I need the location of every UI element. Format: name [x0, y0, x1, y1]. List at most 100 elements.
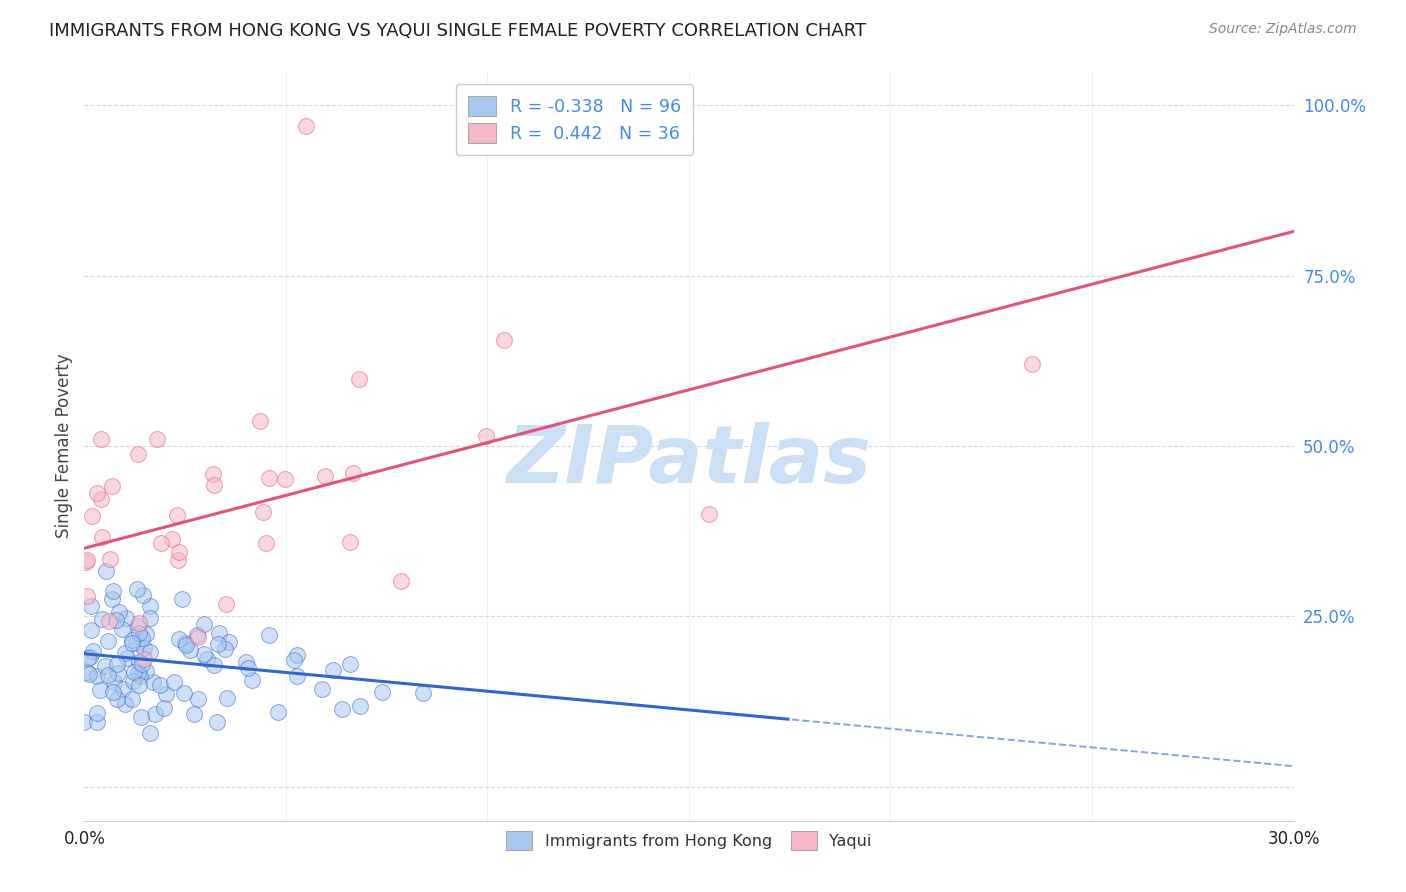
Point — [86, 706, 108, 721]
Point — [128, 678, 150, 692]
Point — [115, 651, 138, 665]
Point — [93, 659, 115, 673]
Point — [252, 505, 274, 519]
Point — [179, 642, 201, 657]
Point — [114, 697, 136, 711]
Point — [150, 536, 173, 550]
Point — [76, 589, 98, 603]
Point — [149, 678, 172, 692]
Point — [235, 655, 257, 669]
Point — [193, 647, 215, 661]
Point — [311, 681, 333, 696]
Point — [162, 674, 184, 689]
Point — [108, 605, 131, 619]
Point — [86, 485, 108, 500]
Point — [105, 613, 128, 627]
Point — [153, 700, 176, 714]
Point — [283, 653, 305, 667]
Point — [80, 599, 103, 613]
Point — [697, 507, 720, 521]
Text: IMMIGRANTS FROM HONG KONG VS YAQUI SINGLE FEMALE POVERTY CORRELATION CHART: IMMIGRANTS FROM HONG KONG VS YAQUI SINGL… — [49, 22, 866, 40]
Point — [132, 588, 155, 602]
Point — [129, 669, 152, 683]
Point — [339, 534, 361, 549]
Point — [77, 650, 100, 665]
Point — [494, 333, 516, 347]
Point — [97, 615, 120, 629]
Point — [97, 634, 120, 648]
Point — [295, 119, 318, 133]
Point — [207, 637, 229, 651]
Point — [167, 545, 190, 559]
Point — [98, 552, 121, 566]
Point — [197, 652, 219, 666]
Point — [128, 625, 150, 640]
Point — [217, 690, 239, 705]
Point — [129, 709, 152, 723]
Point — [132, 652, 155, 666]
Point — [214, 597, 236, 611]
Point — [73, 715, 96, 730]
Point — [90, 491, 112, 506]
Point — [121, 691, 143, 706]
Point — [101, 479, 124, 493]
Point — [76, 665, 98, 679]
Point — [127, 666, 149, 681]
Point — [202, 658, 225, 673]
Point — [101, 583, 124, 598]
Point — [139, 599, 162, 614]
Point — [339, 657, 361, 672]
Point — [187, 630, 209, 644]
Point — [105, 657, 128, 671]
Point — [135, 664, 157, 678]
Point — [77, 667, 100, 681]
Point — [82, 509, 104, 524]
Text: Source: ZipAtlas.com: Source: ZipAtlas.com — [1209, 22, 1357, 37]
Point — [155, 687, 177, 701]
Point — [347, 372, 370, 386]
Point — [249, 414, 271, 428]
Point — [79, 650, 101, 665]
Point — [205, 715, 228, 730]
Point — [135, 627, 157, 641]
Point — [146, 432, 169, 446]
Point — [86, 669, 108, 683]
Point — [90, 530, 112, 544]
Point — [287, 668, 309, 682]
Point — [101, 592, 124, 607]
Point — [169, 632, 191, 646]
Point — [236, 661, 259, 675]
Point — [86, 715, 108, 730]
Point — [314, 469, 336, 483]
Point — [349, 699, 371, 714]
Point — [111, 681, 134, 696]
Point — [172, 591, 194, 606]
Point — [97, 668, 120, 682]
Point — [214, 642, 236, 657]
Point — [167, 553, 190, 567]
Point — [193, 617, 215, 632]
Point — [103, 674, 125, 689]
Point — [257, 470, 280, 484]
Point — [174, 638, 197, 652]
Point — [174, 635, 197, 649]
Point — [143, 707, 166, 722]
Point — [89, 683, 111, 698]
Point — [128, 655, 150, 669]
Point — [114, 611, 136, 625]
Point — [122, 674, 145, 689]
Point — [94, 564, 117, 578]
Point — [1021, 357, 1043, 371]
Point — [111, 622, 134, 636]
Text: ZIPatlas: ZIPatlas — [506, 422, 872, 500]
Point — [322, 663, 344, 677]
Point — [389, 574, 412, 589]
Point — [412, 685, 434, 699]
Point — [274, 472, 297, 486]
Point — [75, 555, 97, 569]
Point — [240, 673, 263, 687]
Point — [131, 631, 153, 645]
Point — [370, 684, 392, 698]
Point — [80, 623, 103, 637]
Point — [114, 646, 136, 660]
